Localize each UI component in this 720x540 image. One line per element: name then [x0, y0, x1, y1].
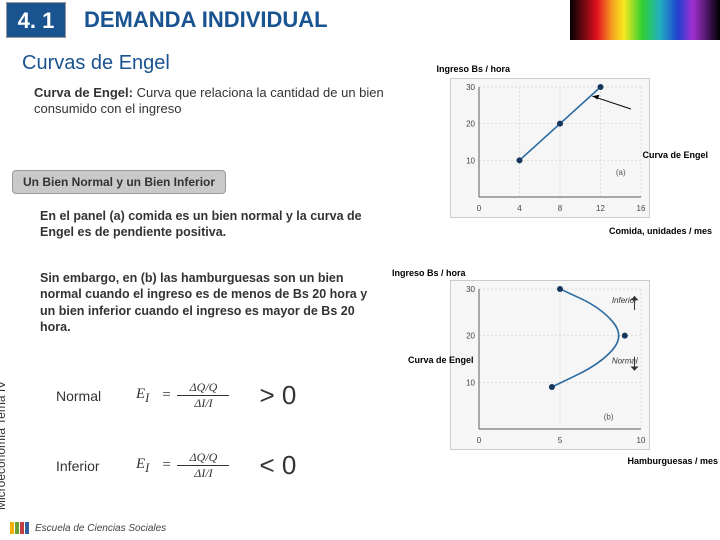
svg-text:30: 30 [466, 83, 475, 92]
svg-text:10: 10 [637, 436, 646, 445]
row-normal-sign: > 0 [259, 380, 296, 411]
header: 4. 1 DEMANDA INDIVIDUAL [0, 0, 720, 40]
svg-text:20: 20 [466, 332, 475, 341]
footer-text: Escuela de Ciencias Sociales [35, 523, 166, 534]
row-inferior-sign: < 0 [259, 450, 296, 481]
definition-lead: Curva de Engel: [34, 85, 133, 100]
side-course-label: Microeconomía Tema IV [0, 381, 8, 510]
chart-a-ylabel: Ingreso Bs / hora [436, 64, 510, 74]
svg-text:0: 0 [477, 204, 482, 213]
chart-b-curve-label: Curva de Engel [408, 355, 474, 365]
svg-text:Normal: Normal [612, 357, 638, 366]
row-normal-formula: EI = ΔQ/Q ΔI/I [136, 380, 229, 411]
svg-text:5: 5 [558, 436, 563, 445]
subsection-pill: Un Bien Normal y un Bien Inferior [12, 170, 226, 194]
chart-b-xlabel: Hamburguesas / mes [627, 456, 718, 466]
chart-a: 0 4 8 12 16 10 20 30 (a) [450, 78, 650, 218]
svg-text:12: 12 [596, 204, 605, 213]
footer: Escuela de Ciencias Sociales [10, 522, 166, 534]
row-normal-label: Normal [56, 388, 136, 404]
svg-text:30: 30 [466, 285, 475, 294]
chart-a-xlabel: Comida, unidades / mes [609, 226, 712, 236]
paragraph-b: Sin embargo, en (b) las hamburguesas son… [40, 270, 370, 335]
svg-text:4: 4 [517, 204, 522, 213]
footer-logo [10, 522, 29, 534]
svg-text:20: 20 [466, 120, 475, 129]
page-title: DEMANDA INDIVIDUAL [84, 7, 328, 33]
svg-text:10: 10 [466, 378, 475, 387]
row-inferior-label: Inferior [56, 458, 136, 474]
chart-a-curve-label: Curva de Engel [642, 150, 708, 160]
row-inferior: Inferior EI = ΔQ/Q ΔI/I < 0 [56, 450, 296, 481]
svg-text:16: 16 [637, 204, 646, 213]
svg-text:8: 8 [558, 204, 563, 213]
svg-text:10: 10 [466, 156, 475, 165]
definition-text: Curva de Engel: Curva que relaciona la c… [34, 85, 404, 118]
chart-b-ylabel: Ingreso Bs / hora [392, 268, 466, 278]
subtitle: Curvas de Engel [22, 52, 720, 75]
prism-graphic [570, 0, 720, 40]
section-number-badge: 4. 1 [6, 2, 66, 38]
svg-text:(a): (a) [616, 168, 626, 177]
row-inferior-formula: EI = ΔQ/Q ΔI/I [136, 450, 229, 481]
svg-text:0: 0 [477, 436, 482, 445]
paragraph-a: En el panel (a) comida es un bien normal… [40, 208, 370, 241]
chart-b: 0510102030InferiorNormal(b) [450, 280, 650, 450]
svg-text:(b): (b) [604, 413, 614, 422]
row-normal: Normal EI = ΔQ/Q ΔI/I > 0 [56, 380, 296, 411]
